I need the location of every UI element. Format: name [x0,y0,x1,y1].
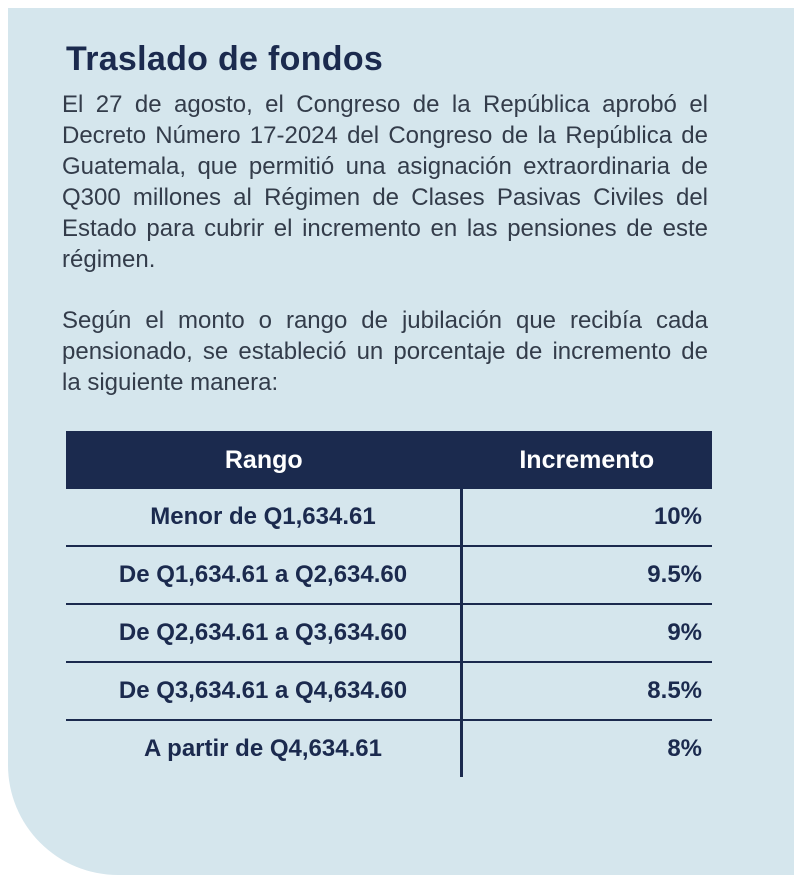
paragraph: Según el monto o rango de jubilación que… [62,307,708,396]
increment-cell: 9% [461,604,712,663]
table-body: Menor de Q1,634.61 10% De Q1,634.61 a Q2,6… [66,489,712,777]
increment-cell: 8.5% [461,662,712,721]
header-cell: Rango [66,431,462,489]
table: Rango Incremento Menor de Q1,634.61 10% De… [66,431,712,777]
table-row: De Q2,634.61 a Q3,634.60 9% [66,604,712,663]
paragraph: El 27 de agosto, el Congreso de la Repúb… [62,91,708,273]
range-cell: De Q2,634.61 a Q3,634.60 [66,604,463,663]
table-row: De Q1,634.61 a Q2,634.60 9.5% [66,546,712,605]
table-row: A partir de Q4,634.61 8% [66,720,712,777]
table-row: Menor de Q1,634.61 10% [66,489,712,547]
range-cell: De Q1,634.61 a Q2,634.60 [66,546,463,605]
increment-cell: 9.5% [461,546,712,605]
header-row: Rango Incremento [66,431,712,489]
range-cell: De Q3,634.61 a Q4,634.60 [66,662,463,721]
increment-cell: 10% [461,489,712,547]
title: Traslado de fondos [66,40,384,78]
table-row: De Q3,634.61 a Q4,634.60 8.5% [66,662,712,721]
range-cell: A partir de Q4,634.61 [66,720,463,777]
range-cell: Menor de Q1,634.61 [66,489,463,547]
increment-cell: 8% [667,735,702,762]
header-cell: Incremento [461,431,712,489]
